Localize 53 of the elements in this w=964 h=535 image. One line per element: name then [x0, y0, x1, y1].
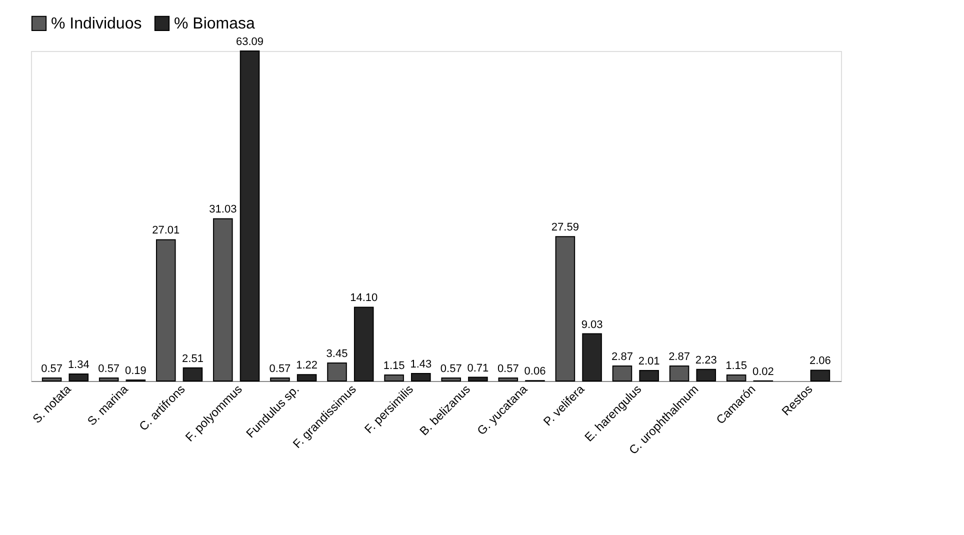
bar	[240, 50, 260, 382]
bar	[270, 378, 290, 382]
bar	[411, 373, 431, 382]
bar	[42, 378, 62, 382]
data-label: 2.87	[612, 350, 633, 363]
data-label: 0.19	[124, 365, 146, 378]
bar	[213, 218, 233, 382]
data-label: 0.57	[497, 363, 519, 376]
bar	[384, 374, 404, 382]
bar	[810, 370, 830, 382]
data-label: 0.57	[41, 363, 63, 376]
bar	[639, 370, 659, 382]
data-label: 3.45	[326, 348, 348, 360]
bar	[68, 373, 89, 382]
data-label: 2.23	[695, 354, 717, 366]
data-label: 2.01	[638, 355, 660, 368]
data-label: 2.51	[182, 352, 204, 365]
bar	[354, 306, 374, 382]
data-label: 27.59	[551, 222, 579, 234]
data-label: 0.57	[269, 363, 291, 376]
bar	[498, 378, 518, 382]
data-label: 9.03	[581, 318, 603, 331]
data-label: 0.06	[524, 366, 546, 378]
bar	[182, 367, 203, 382]
data-label: 1.34	[68, 358, 90, 371]
data-label: 0.57	[98, 363, 120, 376]
data-label: 0.57	[440, 363, 462, 376]
bar	[156, 239, 176, 382]
data-label: 2.06	[809, 355, 831, 368]
data-label: 2.87	[668, 350, 690, 363]
bar	[612, 365, 632, 382]
data-label: 1.43	[410, 358, 432, 371]
bar	[696, 368, 716, 382]
data-label: 0.02	[752, 366, 774, 378]
bar	[296, 374, 317, 382]
bar	[468, 376, 488, 382]
legend-label: % Individuos	[51, 15, 142, 32]
bar	[582, 333, 602, 382]
data-label: 1.15	[726, 360, 748, 372]
bar	[98, 378, 119, 382]
bar	[555, 236, 576, 382]
bar	[726, 374, 746, 382]
bar	[441, 378, 461, 382]
data-label: 31.03	[209, 204, 237, 216]
data-label: 1.22	[296, 360, 318, 372]
data-label: 27.01	[152, 224, 180, 237]
legend-label: % Biomasa	[174, 15, 256, 32]
data-label: 63.09	[236, 36, 264, 48]
bar	[669, 365, 690, 382]
bar	[327, 362, 347, 382]
data-label: 0.71	[467, 362, 489, 374]
data-label: 14.10	[350, 292, 378, 304]
data-label: 1.15	[383, 360, 405, 372]
